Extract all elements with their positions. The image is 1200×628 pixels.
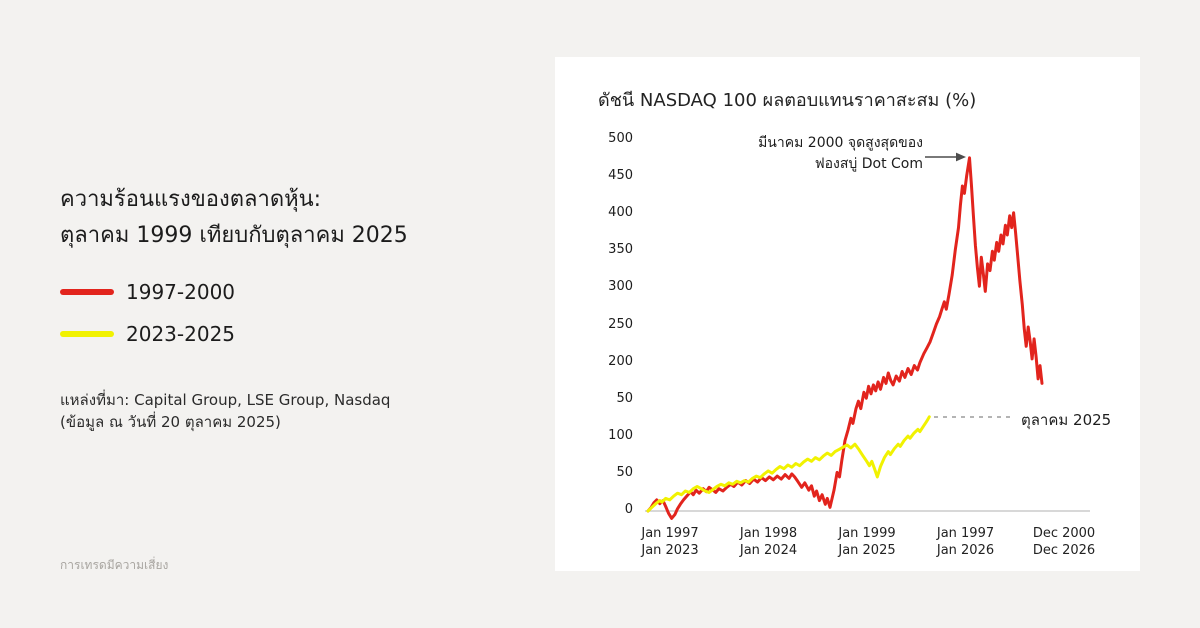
x-tick-label: Jan 1998 Jan 2024 — [739, 526, 798, 558]
y-tick-label: 450 — [608, 168, 633, 184]
legend-label: 2023-2025 — [126, 322, 236, 346]
y-tick-label: 100 — [608, 427, 633, 443]
y-tick-label: 250 — [608, 316, 633, 332]
left-panel: ความร้อนแรงของตลาดหุ้น: ตุลาคม 1999 เทีย… — [60, 0, 520, 628]
legend-swatch — [60, 331, 114, 337]
y-tick-label: 300 — [608, 279, 633, 295]
y-tick-label: 350 — [608, 242, 633, 258]
legend-swatch — [60, 289, 114, 295]
page-title-line2: ตุลาคม 1999 เทียบกับตุลาคม 2025 — [60, 223, 408, 248]
series-line-2023-2025 — [646, 415, 931, 513]
page-title: ความร้อนแรงของตลาดหุ้น: ตุลาคม 1999 เทีย… — [60, 182, 408, 254]
chart-title: ดัชนี NASDAQ 100 ผลตอบแทนราคาสะสม (%) — [598, 90, 977, 111]
line-chart — [645, 152, 1090, 520]
y-tick-label: 500 — [608, 131, 633, 146]
peak-annotation: มีนาคม 2000 จุดสูงสุดของ ฟองสบู่ Dot Com — [758, 133, 923, 175]
y-tick-label: 50 — [616, 390, 633, 406]
peak-annotation-line2: ฟองสบู่ Dot Com — [814, 156, 923, 172]
y-tick-label: 0 — [624, 502, 633, 517]
chart-card: ดัชนี NASDAQ 100 ผลตอบแทนราคาสะสม (%) 50… — [555, 57, 1140, 571]
y-tick-label: 50 — [616, 464, 633, 480]
x-tick-label: Jan 1999 Jan 2025 — [838, 526, 896, 558]
series-line-1997-2000 — [646, 156, 1044, 520]
legend-item-1997-2000: 1997-2000 — [60, 271, 235, 313]
page-title-line1: ความร้อนแรงของตลาดหุ้น: — [60, 187, 322, 212]
legend-label: 1997-2000 — [126, 280, 236, 304]
x-tick-label: Jan 1997 Jan 2026 — [936, 526, 995, 558]
peak-arrow — [925, 152, 966, 162]
x-tick-label: Dec 2000 Dec 2026 — [1032, 526, 1096, 558]
risk-disclaimer: การเทรดมีความเสี่ยง — [60, 558, 169, 572]
source-line2: (ข้อมูล ณ วันที่ 20 ตุลาคม 2025) — [60, 413, 281, 431]
legend-item-2023-2025: 2023-2025 — [60, 313, 235, 355]
y-tick-label: 400 — [608, 205, 633, 221]
y-tick-label: 200 — [608, 353, 633, 369]
source-note: แหล่งที่มา: Capital Group, LSE Group, Na… — [60, 389, 390, 433]
x-tick-label: Jan 1997 Jan 2023 — [641, 526, 699, 558]
peak-annotation-line1: มีนาคม 2000 จุดสูงสุดของ — [758, 135, 923, 151]
source-line1: แหล่งที่มา: Capital Group, LSE Group, Na… — [60, 391, 391, 409]
october-annotation: ตุลาคม 2025 — [1021, 411, 1112, 429]
legend: 1997-2000 2023-2025 — [60, 271, 235, 355]
